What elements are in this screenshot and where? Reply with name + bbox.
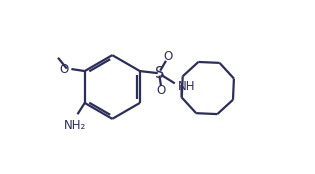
Text: S: S	[155, 66, 164, 81]
Text: O: O	[157, 84, 166, 97]
Text: O: O	[163, 50, 173, 63]
Text: NH: NH	[177, 80, 195, 93]
Text: NH₂: NH₂	[64, 119, 87, 132]
Text: O: O	[59, 62, 68, 76]
